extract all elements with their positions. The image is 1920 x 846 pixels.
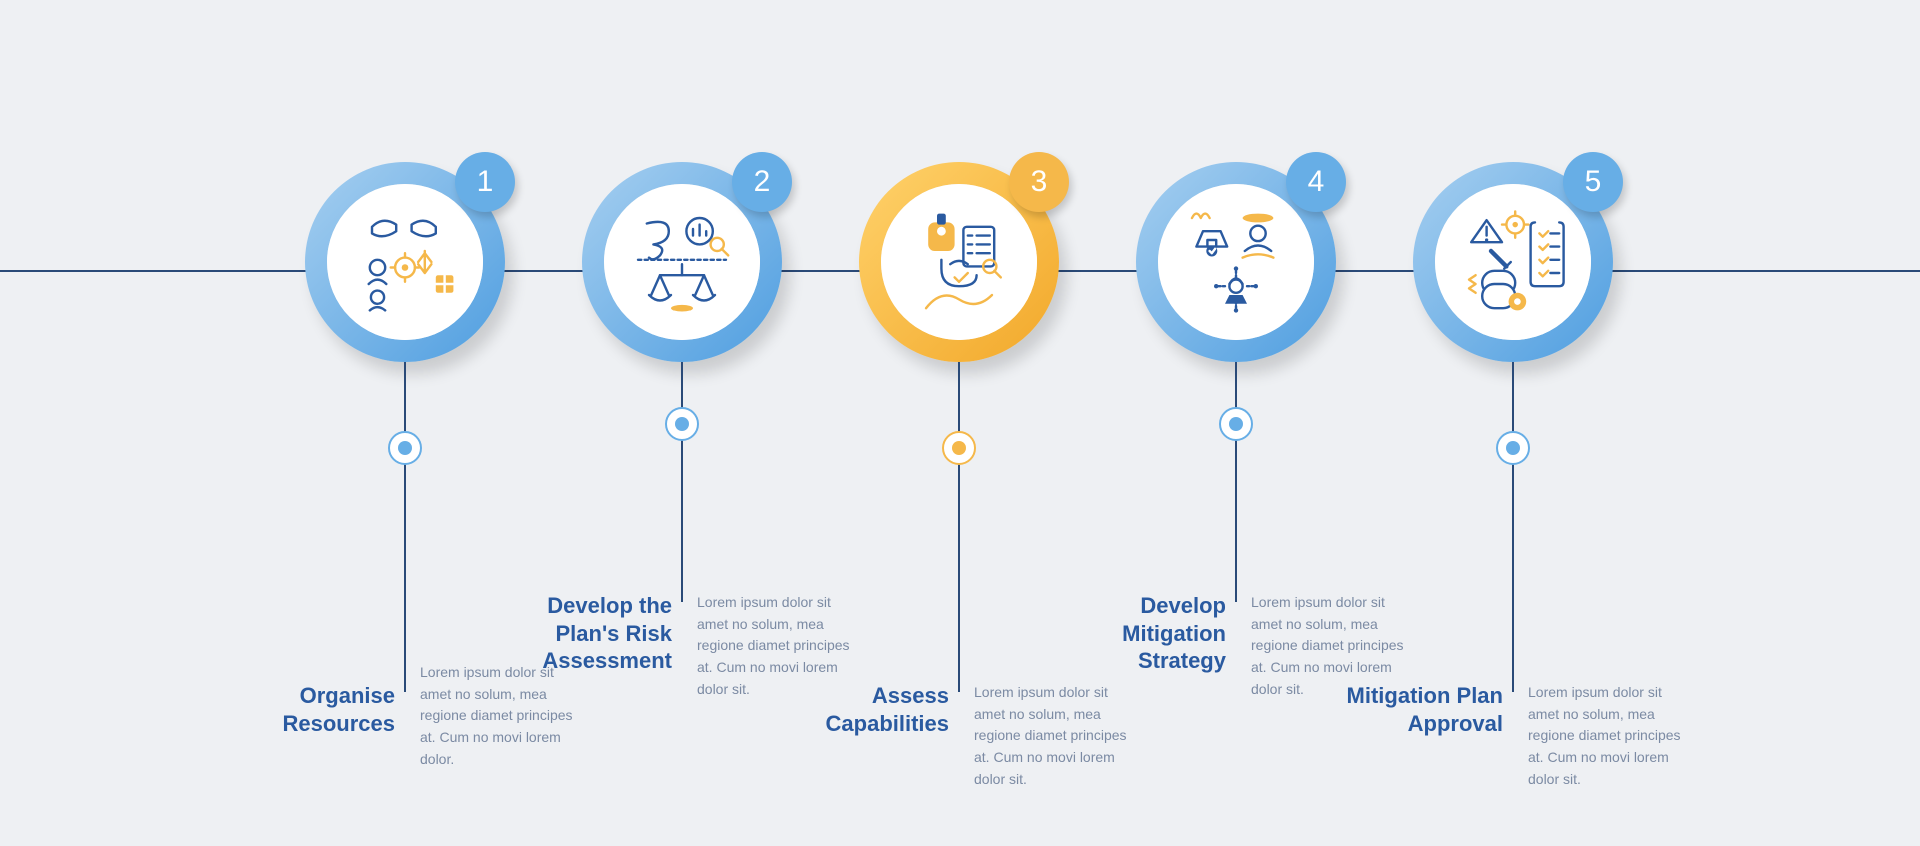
step-4-circle: 4 [1136, 162, 1336, 362]
step-5-node [1496, 431, 1530, 465]
step-2-connector [681, 362, 683, 602]
step-2-circle: 2 [582, 162, 782, 362]
step-1-title: Organise Resources [225, 682, 395, 737]
step-3-icon [881, 184, 1037, 340]
step-1: 1Organise ResourcesLorem ipsum dolor sit… [280, 162, 530, 362]
step-5-description: Lorem ipsum dolor sit amet no solum, mea… [1528, 682, 1688, 790]
step-5: 5Mitigation Plan ApprovalLorem ipsum dol… [1388, 162, 1638, 362]
step-3-title: Assess Capabilities [779, 682, 949, 737]
step-5-title: Mitigation Plan Approval [1333, 682, 1503, 737]
step-2-node [665, 407, 699, 441]
step-2: 2Develop the Plan's Risk AssessmentLorem… [557, 162, 807, 362]
step-1-description: Lorem ipsum dolor sit amet no solum, mea… [420, 662, 580, 770]
step-1-node [388, 431, 422, 465]
step-1-number-badge: 1 [455, 152, 515, 212]
step-2-number-badge: 2 [732, 152, 792, 212]
step-5-connector [1512, 362, 1514, 692]
step-4: 4Develop Mitigation StrategyLorem ipsum … [1111, 162, 1361, 362]
step-3-number-badge: 3 [1009, 152, 1069, 212]
step-3-node [942, 431, 976, 465]
step-1-connector [404, 362, 406, 692]
step-3: 3Assess CapabilitiesLorem ipsum dolor si… [834, 162, 1084, 362]
step-2-icon [604, 184, 760, 340]
step-3-description: Lorem ipsum dolor sit amet no solum, mea… [974, 682, 1134, 790]
step-4-node [1219, 407, 1253, 441]
step-3-connector [958, 362, 960, 692]
step-4-icon [1158, 184, 1314, 340]
step-5-number-badge: 5 [1563, 152, 1623, 212]
step-1-circle: 1 [305, 162, 505, 362]
step-4-number-badge: 4 [1286, 152, 1346, 212]
step-4-connector [1235, 362, 1237, 602]
step-5-icon [1435, 184, 1591, 340]
infographic-canvas: 1 Organise Resources Lorem ipsum dolor sit… [0, 0, 1920, 846]
step-1-icon [327, 184, 483, 340]
step-3-circle: 3 [859, 162, 1059, 362]
step-2-title: Develop the Plan's Risk Assessment [502, 592, 672, 675]
step-5-circle: 5 [1413, 162, 1613, 362]
step-4-title: Develop Mitigation Strategy [1056, 592, 1226, 675]
